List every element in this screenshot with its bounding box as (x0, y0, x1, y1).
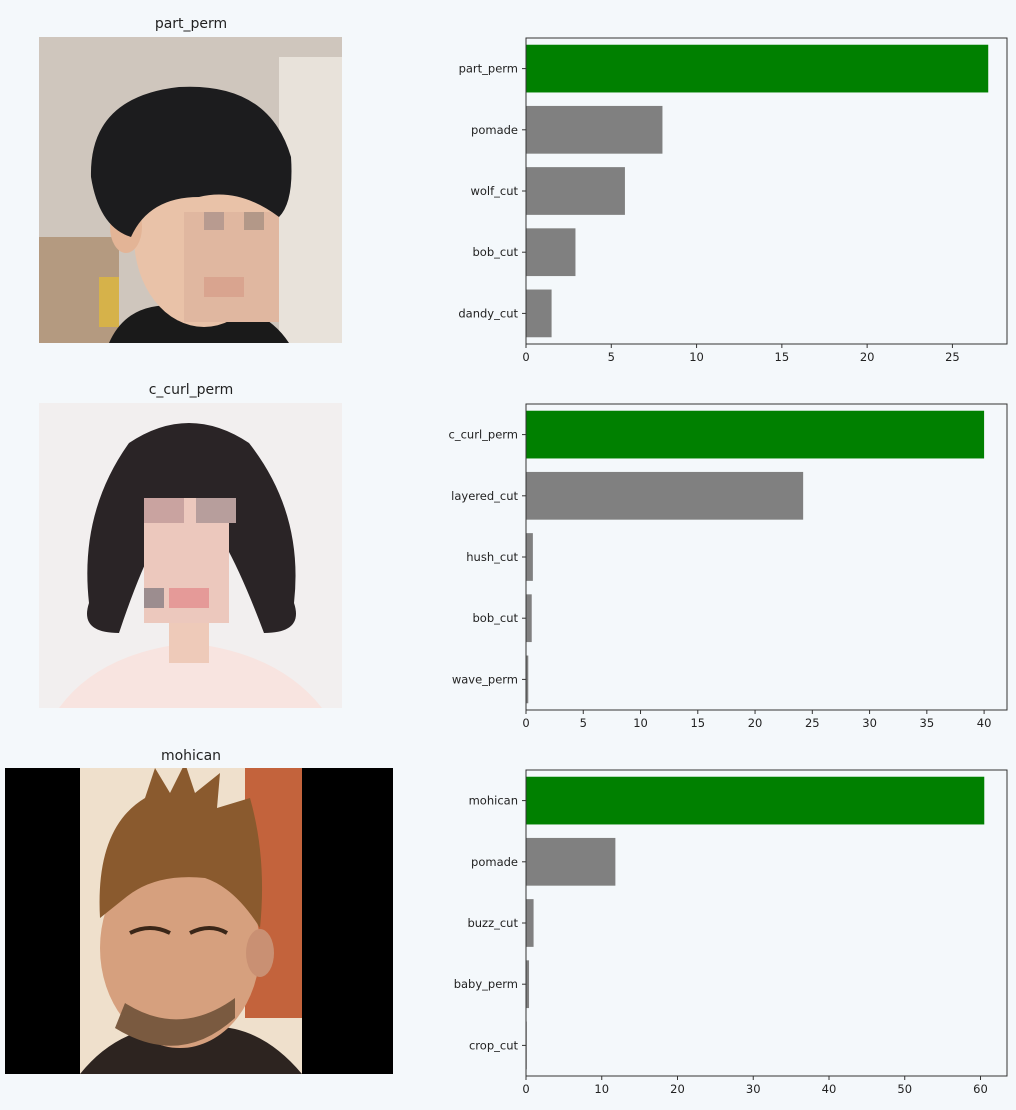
bar-bob_cut (526, 594, 532, 643)
y-tick-label: wave_perm (452, 672, 518, 686)
y-tick-label: pomade (471, 123, 518, 137)
panel-2-chart: c_curl_perm layered_cut hush_cut bob_cutwav… (449, 403, 1008, 730)
plot-frame (525, 37, 1008, 345)
panel-3-title: mohican (160, 748, 222, 764)
x-tick-label: 25 (805, 716, 820, 730)
bar-wave_perm (526, 655, 529, 704)
x-tick-label: 30 (862, 716, 877, 730)
y-tick-label: part_perm (459, 62, 518, 76)
bar-c_curl_perm (526, 410, 985, 459)
y-tick-label: crop_cut (469, 1038, 518, 1052)
y-tick-label: pomade (471, 855, 518, 869)
plot-frame (525, 403, 1008, 711)
panel-3-chart: mohican pomade buzz_cut baby_perm crop_cut 0 1… (454, 769, 1008, 1096)
x-tick-label: 0 (522, 716, 529, 730)
x-tick-label: 40 (822, 1082, 837, 1096)
x-tick-label: 20 (748, 716, 763, 730)
y-tick-label: layered_cut (451, 489, 518, 503)
bar-dandy_cut (526, 289, 552, 338)
x-tick-label: 10 (594, 1082, 609, 1096)
bar-baby_perm (526, 960, 530, 1009)
plot-frame (525, 769, 1008, 1077)
x-tick-label: 0 (522, 1082, 529, 1096)
x-tick-label: 20 (860, 350, 875, 364)
bar-mohican (526, 776, 985, 825)
x-tick-label: 10 (689, 350, 704, 364)
x-tick-label: 10 (633, 716, 648, 730)
y-tick-label: hush_cut (466, 550, 518, 564)
bar-hush_cut (526, 533, 533, 581)
y-tick-label: baby_perm (454, 977, 518, 991)
y-tick-label: bob_cut (472, 611, 518, 625)
x-tick-label: 15 (775, 350, 790, 364)
x-tick-label: 20 (670, 1082, 685, 1096)
panel-1-photo (39, 37, 342, 343)
x-tick-label: 30 (746, 1082, 761, 1096)
bar-layered_cut (526, 471, 804, 520)
x-tick-label: 60 (973, 1082, 988, 1096)
x-tick-label: 40 (977, 716, 992, 730)
x-tick-label: 25 (945, 350, 960, 364)
y-tick-label: bob_cut (472, 245, 518, 259)
bar-buzz_cut (526, 899, 534, 947)
bar-pomade (526, 837, 616, 886)
y-tick-label: dandy_cut (458, 306, 518, 320)
bar-bob_cut (526, 228, 576, 277)
x-tick-label: 15 (690, 716, 705, 730)
bar-wolf_cut (526, 167, 625, 215)
panel-2-title: c_curl_perm (148, 382, 234, 398)
panel-1-title: part_perm (154, 16, 228, 32)
panel-3-photo (5, 768, 393, 1074)
x-tick-label: 0 (522, 350, 529, 364)
y-tick-label: c_curl_perm (449, 428, 518, 442)
x-tick-label: 50 (897, 1082, 912, 1096)
y-tick-label: buzz_cut (467, 916, 518, 930)
bar-part_perm (526, 44, 989, 93)
y-tick-label: wolf_cut (470, 184, 518, 198)
x-tick-label: 35 (920, 716, 935, 730)
y-tick-label: mohican (469, 794, 518, 808)
panel-2-photo (39, 403, 342, 708)
bar-pomade (526, 105, 663, 154)
x-tick-label: 5 (580, 716, 587, 730)
x-tick-label: 5 (608, 350, 615, 364)
